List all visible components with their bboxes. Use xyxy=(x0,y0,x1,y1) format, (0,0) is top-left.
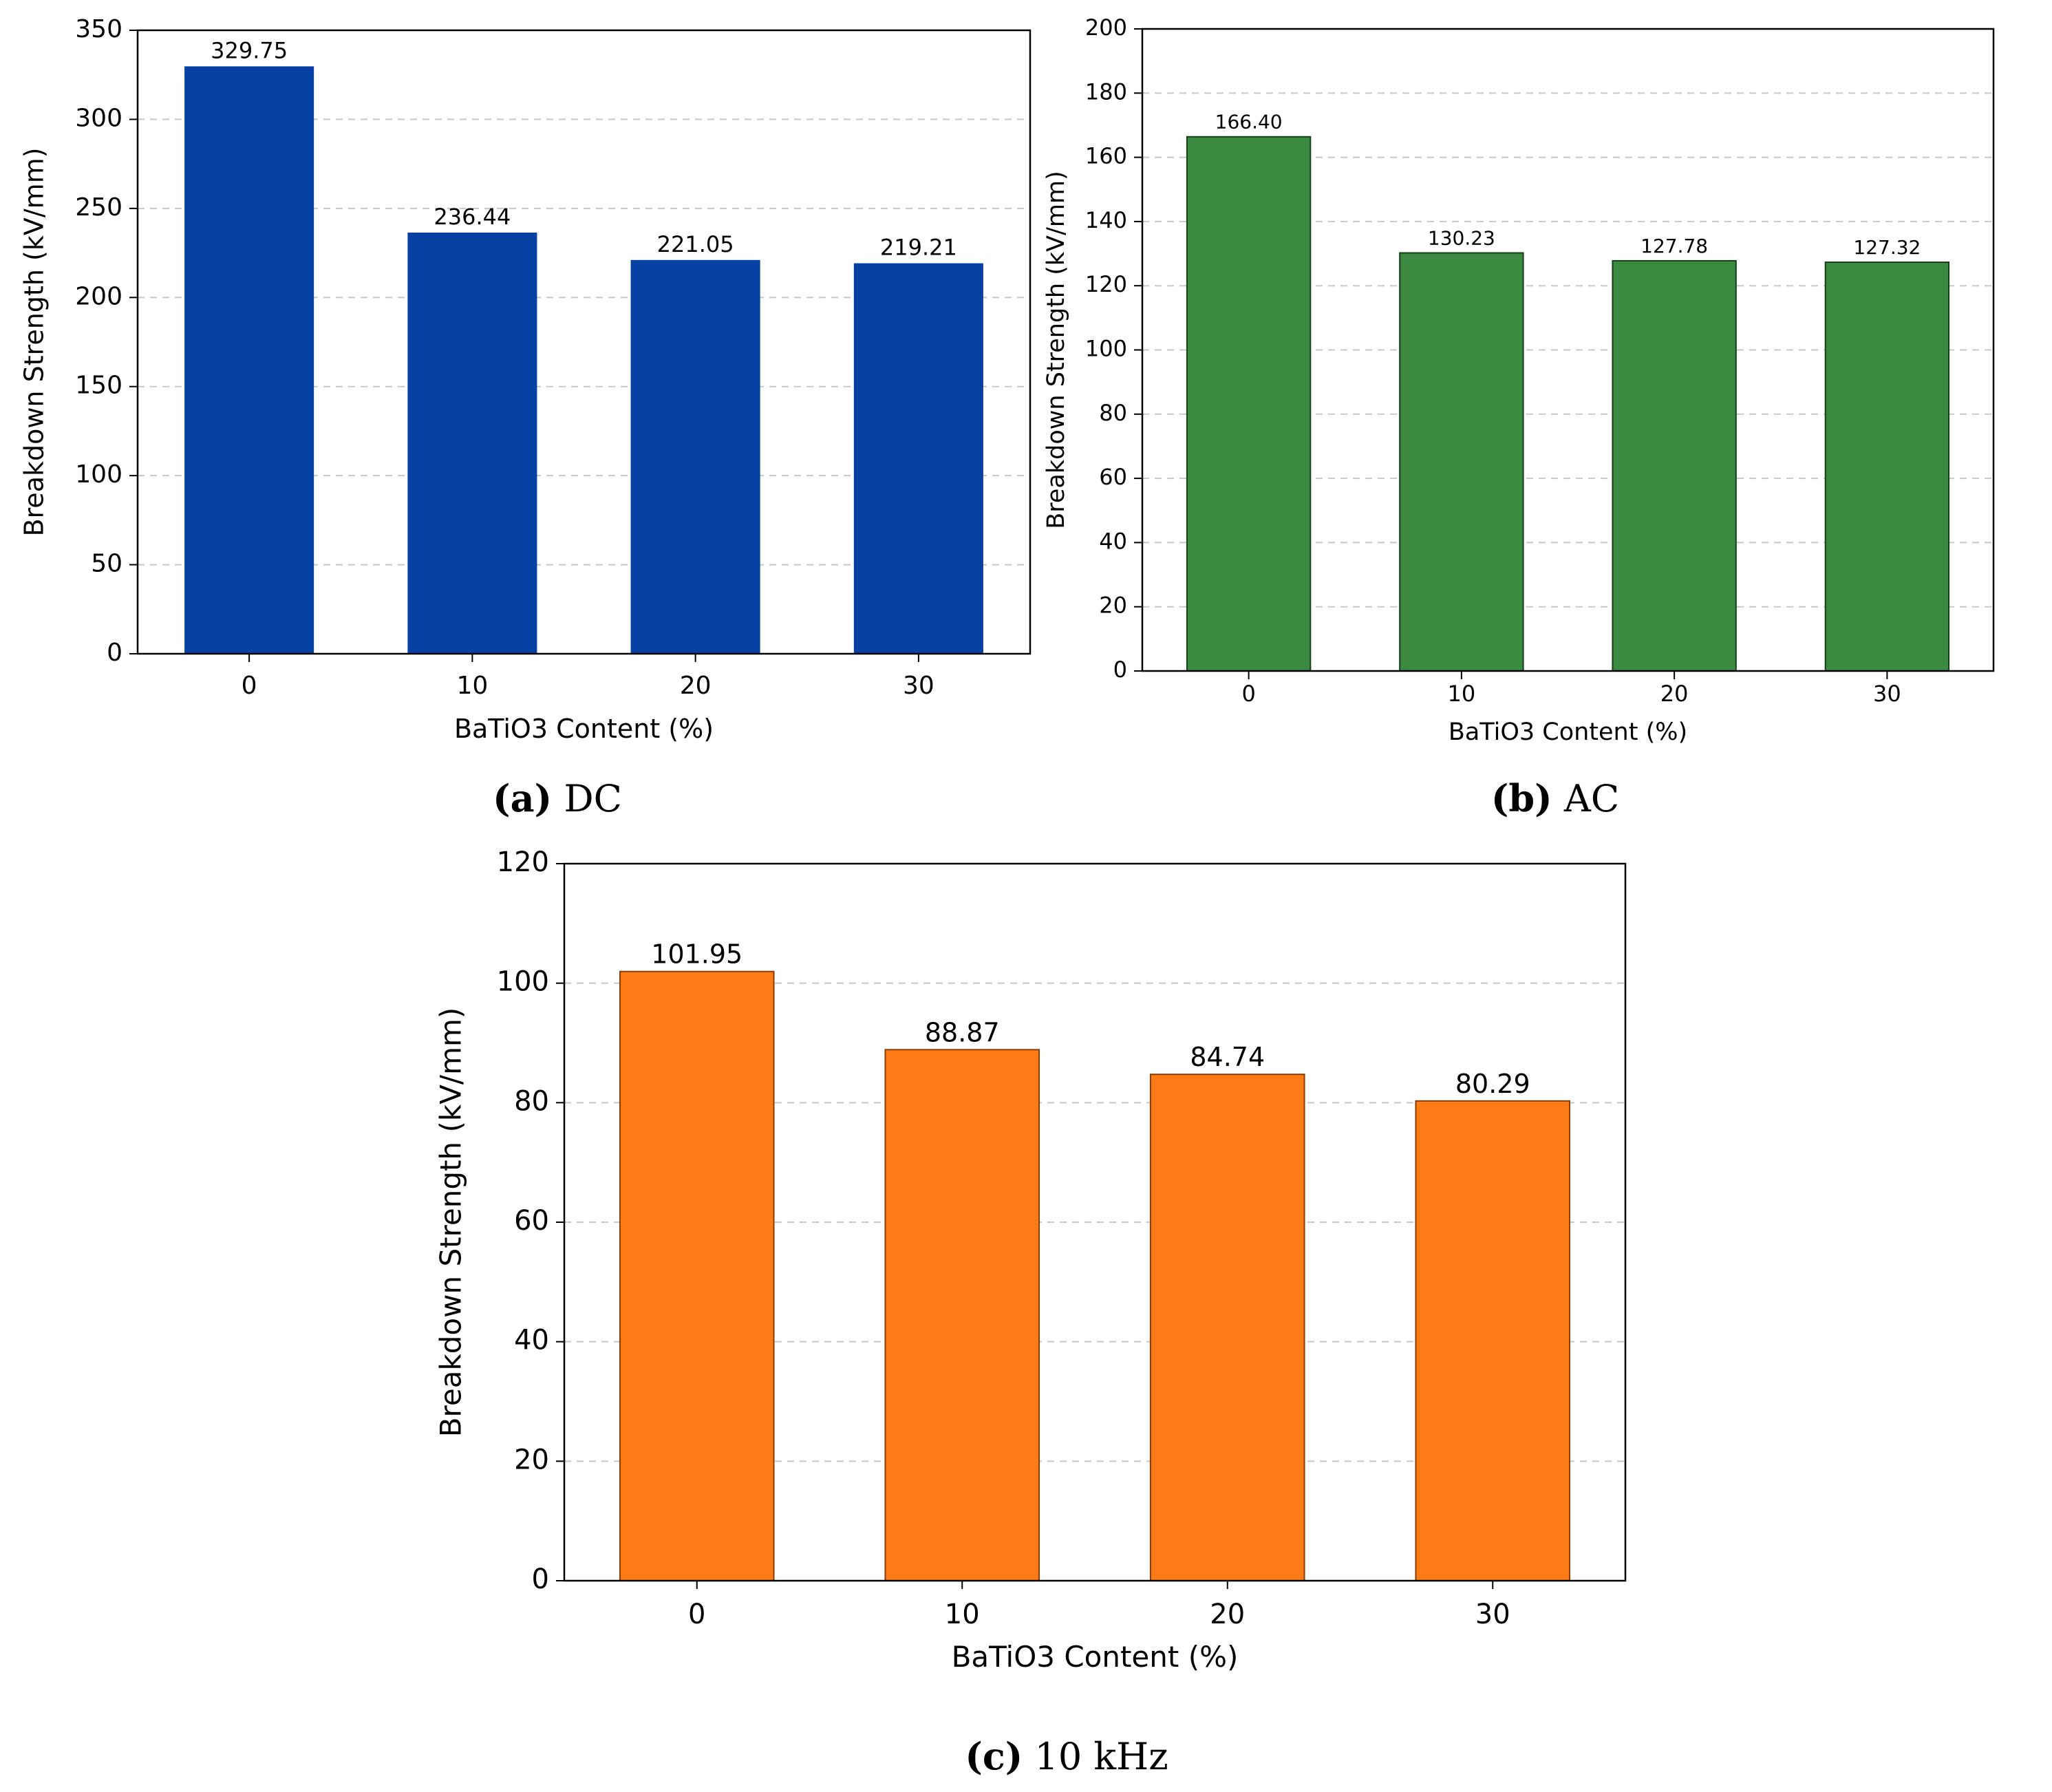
caption-dc-text: DC xyxy=(564,777,622,820)
dc-ytick-label: 0 xyxy=(107,639,122,667)
ac-xtick-label: 0 xyxy=(1241,681,1255,707)
dc-axes-frame xyxy=(136,29,1032,655)
10khz-bar-20 xyxy=(1149,1074,1305,1582)
dc-xtick-label: 30 xyxy=(903,672,934,700)
10khz-xtick-label: 0 xyxy=(688,1599,705,1630)
10khz-xtick-label: 10 xyxy=(945,1599,980,1630)
ac-ytick-label: 60 xyxy=(1099,464,1127,490)
dc-ytick-label: 200 xyxy=(75,282,122,310)
chart-panel-ac: 0 20 40 60 80 100 120 140 160 180 200 166.40 0 130.23… xyxy=(1032,0,2052,757)
dc-ytick-label: 50 xyxy=(91,550,122,578)
ac-ytick-label: 100 xyxy=(1085,336,1127,362)
10khz-x-axis-label: BaTiO3 Content (%) xyxy=(952,1640,1239,1674)
ac-data-label: 166.40 xyxy=(1215,111,1283,134)
dc-ytick-label: 150 xyxy=(75,372,122,400)
ac-bar-10 xyxy=(1399,252,1524,672)
ac-ytick-label: 160 xyxy=(1085,143,1127,169)
dc-ytick-label: 300 xyxy=(75,104,122,132)
10khz-ytick-label: 100 xyxy=(497,966,549,998)
chart-panel-dc: 0 50 100 150 200 250 300 350 329.75 0 236.44 10 221.… xyxy=(0,0,1046,757)
ac-xtick-label: 20 xyxy=(1660,681,1689,707)
10khz-data-label: 80.29 xyxy=(1455,1069,1530,1099)
caption-ac-text: AC xyxy=(1563,777,1620,820)
dc-data-label: 236.44 xyxy=(434,204,511,230)
10khz-axes-frame xyxy=(563,862,1627,1582)
10khz-ytick-label: 60 xyxy=(514,1205,549,1237)
10khz-data-label: 101.95 xyxy=(651,939,742,970)
ac-ytick-label: 80 xyxy=(1099,400,1127,426)
chart-ac: 0 20 40 60 80 100 120 140 160 180 200 166.40 0 130.23… xyxy=(1043,14,1995,746)
ac-ytick-label: 180 xyxy=(1085,78,1127,105)
10khz-xtick-label: 20 xyxy=(1210,1599,1245,1630)
ac-ytick-label: 140 xyxy=(1085,207,1127,233)
dc-ytick-label: 100 xyxy=(75,460,122,489)
dc-y-axis-label: Breakdown Strength (kV/mm) xyxy=(19,147,50,536)
ac-axes-frame xyxy=(1141,28,1995,672)
dc-bar-20 xyxy=(630,259,760,654)
chart-10khz: 0 20 40 60 80 100 120 101.95 0 88.87 10 84.74 20 80.2… xyxy=(434,846,1627,1674)
ac-xtick-label: 30 xyxy=(1873,681,1901,707)
dc-bar-10 xyxy=(407,232,537,654)
caption-10khz: (c) 10 kHz xyxy=(860,1734,1273,1778)
ac-bar-30 xyxy=(1824,262,1950,672)
dc-x-axis-label: BaTiO3 Content (%) xyxy=(454,714,714,744)
10khz-ytick-label: 0 xyxy=(532,1564,549,1595)
dc-xtick-label: 10 xyxy=(456,672,488,700)
10khz-y-axis-label: Breakdown Strength (kV/mm) xyxy=(434,1007,468,1438)
caption-ac: (b) AC xyxy=(1383,776,1727,820)
10khz-data-label: 84.74 xyxy=(1190,1042,1265,1072)
ac-bar-20 xyxy=(1612,259,1737,672)
chart-dc: 0 50 100 150 200 250 300 350 329.75 0 236.44 10 221.… xyxy=(19,15,1032,744)
dc-data-label: 219.21 xyxy=(880,235,957,261)
ac-ytick-label: 40 xyxy=(1099,528,1127,554)
dc-data-label: 221.05 xyxy=(657,231,734,257)
ac-y-axis-label: Breakdown Strength (kV/mm) xyxy=(1043,171,1070,529)
10khz-ytick-label: 80 xyxy=(514,1085,549,1117)
10khz-ytick-label: 120 xyxy=(497,846,549,878)
dc-bar-30 xyxy=(853,263,983,654)
caption-ac-letter: (b) xyxy=(1490,776,1552,820)
ac-data-label: 130.23 xyxy=(1428,226,1495,249)
dc-ytick-label: 350 xyxy=(75,15,122,43)
10khz-bar-10 xyxy=(884,1049,1040,1581)
caption-10khz-text: 10 kHz xyxy=(1034,1735,1168,1778)
dc-data-label: 329.75 xyxy=(211,37,288,63)
caption-10khz-letter: (c) xyxy=(965,1734,1023,1778)
dc-ytick-label: 250 xyxy=(75,193,122,222)
dc-bar-0 xyxy=(184,66,314,654)
dc-xtick-label: 20 xyxy=(680,672,712,700)
10khz-data-label: 88.87 xyxy=(925,1017,1000,1047)
ac-data-label: 127.78 xyxy=(1640,235,1708,257)
ac-data-label: 127.32 xyxy=(1853,236,1921,259)
10khz-ytick-label: 40 xyxy=(514,1325,549,1356)
dc-xtick-label: 0 xyxy=(242,672,257,700)
ac-bar-0 xyxy=(1186,136,1312,672)
10khz-bar-0 xyxy=(619,970,775,1581)
10khz-bar-30 xyxy=(1415,1100,1571,1581)
10khz-ytick-label: 20 xyxy=(514,1444,549,1475)
ac-ytick-label: 200 xyxy=(1085,14,1127,41)
ac-ytick-label: 20 xyxy=(1099,593,1127,619)
chart-panel-10khz: 0 20 40 60 80 100 120 101.95 0 88.87 10 84.74 20 80.2… xyxy=(413,843,1665,1703)
ac-ytick-label: 0 xyxy=(1113,657,1127,683)
ac-xtick-label: 10 xyxy=(1448,681,1476,707)
caption-dc-letter: (a) xyxy=(493,776,553,820)
10khz-xtick-label: 30 xyxy=(1475,1599,1510,1630)
ac-x-axis-label: BaTiO3 Content (%) xyxy=(1449,718,1687,746)
ac-ytick-label: 120 xyxy=(1085,271,1127,297)
caption-dc: (a) DC xyxy=(385,776,729,820)
